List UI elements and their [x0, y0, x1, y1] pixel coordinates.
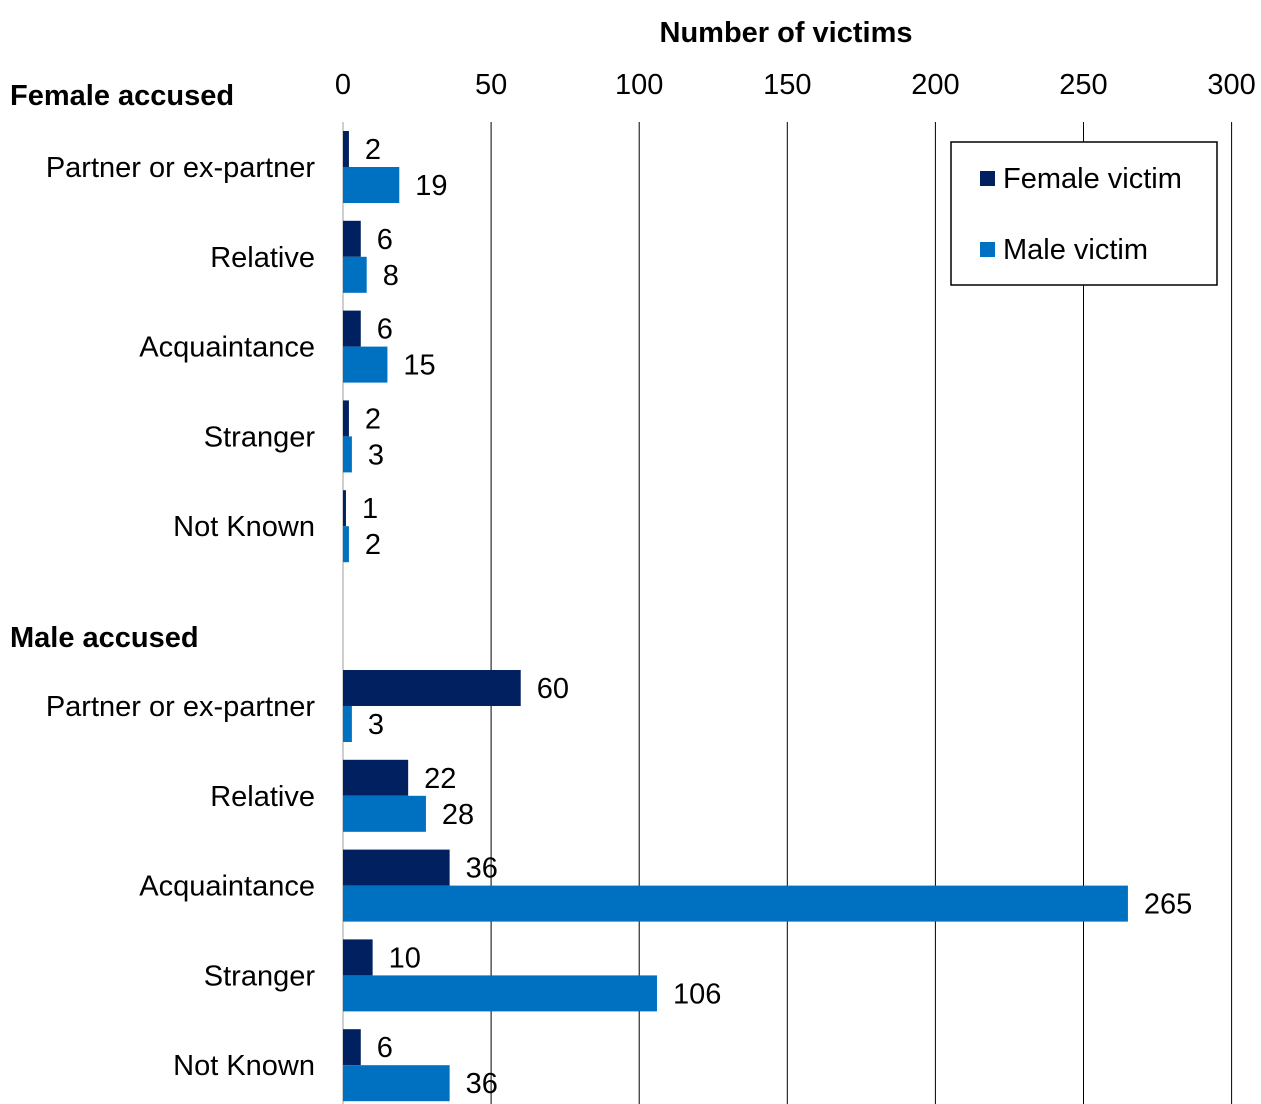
- data-label: 19: [415, 170, 447, 202]
- x-tick-label: 50: [475, 69, 507, 101]
- category-label: Relative: [210, 781, 315, 813]
- bar: [343, 220, 361, 257]
- data-label: 265: [1144, 889, 1192, 921]
- category-label: Partner or ex-partner: [46, 691, 316, 723]
- data-label: 6: [377, 224, 393, 256]
- group-label: Male accused: [10, 622, 199, 654]
- data-label: 15: [403, 350, 435, 382]
- category-label: Partner or ex-partner: [46, 152, 316, 184]
- x-tick-label: 300: [1207, 69, 1255, 101]
- x-tick-label: 200: [911, 69, 959, 101]
- legend-entry: Female victim: [1003, 163, 1182, 195]
- bar: [343, 975, 657, 1012]
- bar: [343, 706, 352, 742]
- group-labels: Female accused Male accused: [10, 80, 234, 654]
- data-label: 2: [365, 134, 381, 166]
- bar: [343, 310, 361, 347]
- x-tick-label: 100: [615, 69, 663, 101]
- bar: [343, 526, 349, 563]
- category-label: Acquaintance: [139, 332, 315, 364]
- x-axis: 0 50 100 150 200 250 300: [335, 69, 1256, 101]
- bar: [343, 849, 450, 886]
- x-tick-label: 0: [335, 69, 351, 101]
- data-label: 1: [362, 493, 378, 525]
- bar: [343, 1065, 450, 1102]
- legend-swatch: [980, 171, 995, 186]
- bar: [343, 939, 373, 976]
- category-label: Acquaintance: [139, 871, 315, 903]
- bar: [343, 1029, 361, 1066]
- category-label: Not Known: [173, 511, 315, 543]
- data-label: 6: [377, 314, 393, 346]
- category-label: Stranger: [204, 960, 316, 992]
- data-label: 6: [377, 1032, 393, 1064]
- bar: [343, 131, 349, 167]
- bar: [343, 759, 409, 796]
- bar: [343, 167, 400, 203]
- data-label: 8: [383, 260, 399, 292]
- data-label: 60: [537, 673, 569, 705]
- data-label: 22: [424, 763, 456, 795]
- bar: [343, 795, 426, 832]
- group-label: Female accused: [10, 80, 234, 112]
- bar: [343, 436, 352, 473]
- x-axis-label: Number of victims: [660, 17, 913, 49]
- data-label: 10: [389, 942, 421, 974]
- data-label: 2: [365, 403, 381, 435]
- data-label: 36: [466, 853, 498, 885]
- x-tick-label: 250: [1059, 69, 1107, 101]
- category-label: Not Known: [173, 1050, 315, 1082]
- data-label: 28: [442, 799, 474, 831]
- legend-box: [950, 141, 1218, 286]
- bar: [343, 256, 367, 293]
- legend-entry: Male victim: [1003, 234, 1148, 266]
- data-label: 3: [368, 709, 384, 741]
- bar: [343, 670, 521, 706]
- data-label: 3: [368, 439, 384, 471]
- data-label: 36: [466, 1068, 498, 1100]
- legend-swatch: [980, 242, 995, 257]
- data-label: 106: [673, 978, 721, 1010]
- bar: [343, 400, 349, 437]
- category-labels: Partner or ex-partner Relative Acquaintanc…: [46, 152, 316, 1082]
- category-label: Relative: [210, 242, 315, 274]
- data-labels: 2 19 6 8 6 15 2 3 1 2 60 3 22 28 36 265 10 106 6 36: [362, 134, 1192, 1100]
- bar: [343, 346, 388, 383]
- bars: [343, 131, 1128, 1102]
- data-label: 2: [365, 529, 381, 561]
- x-tick-label: 150: [763, 69, 811, 101]
- legend: Female victim Male victim: [950, 141, 1218, 286]
- category-label: Stranger: [204, 421, 316, 453]
- bar: [343, 490, 346, 527]
- bar: [343, 885, 1128, 922]
